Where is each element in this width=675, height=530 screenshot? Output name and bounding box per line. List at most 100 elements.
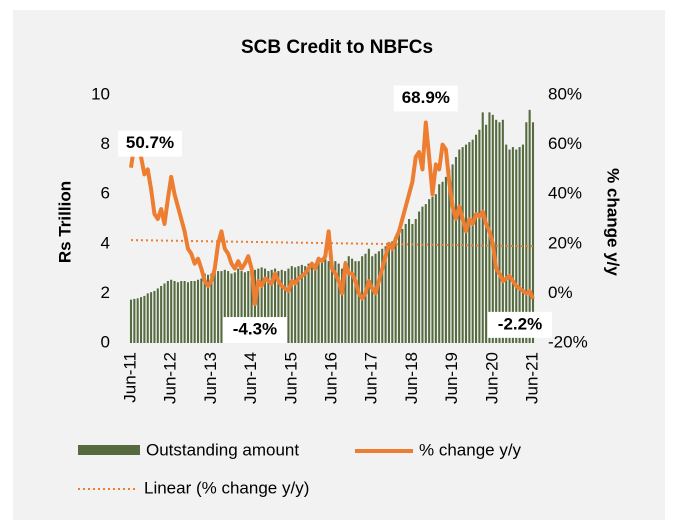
- bar: [374, 253, 377, 343]
- legend-label: Linear (% change y/y): [144, 478, 309, 497]
- bar: [341, 268, 344, 343]
- x-tick-label: Jun-19: [442, 352, 461, 404]
- bar: [491, 114, 494, 343]
- bar: [277, 271, 280, 343]
- y-axis-title: Rs Trillion: [55, 181, 74, 263]
- bar: [367, 248, 370, 343]
- bar: [129, 299, 133, 343]
- bar: [263, 268, 267, 343]
- bar: [267, 271, 270, 343]
- bar: [133, 298, 136, 343]
- legend-label: Outstanding amount: [146, 440, 299, 459]
- y-tick-label: 6: [101, 184, 110, 203]
- bar: [337, 263, 340, 343]
- bar: [394, 236, 397, 343]
- data-label: -4.3%: [233, 320, 277, 339]
- bar: [327, 261, 330, 343]
- bar: [213, 272, 216, 343]
- bar: [160, 285, 163, 343]
- bar: [431, 196, 434, 343]
- bar: [170, 279, 173, 343]
- x-tick-label: Jun-20: [482, 352, 501, 404]
- bar: [230, 273, 233, 343]
- bar: [464, 144, 468, 343]
- y2-tick-label: 0%: [548, 283, 573, 302]
- bar: [324, 258, 327, 343]
- y2-tick-label: 80%: [548, 84, 582, 103]
- bar: [186, 282, 189, 343]
- bar: [424, 204, 427, 343]
- bar: [421, 206, 424, 343]
- bar: [210, 273, 213, 343]
- x-tick-label: Jun-11: [120, 352, 139, 403]
- x-tick-label: Jun-17: [362, 352, 381, 404]
- bar: [257, 268, 260, 343]
- bar: [391, 241, 394, 343]
- x-tick-label: Jun-16: [321, 352, 340, 404]
- bar: [150, 292, 153, 343]
- bar: [454, 157, 457, 343]
- bar: [351, 258, 354, 343]
- y2-tick-label: 60%: [548, 134, 582, 153]
- bar: [146, 293, 149, 343]
- y2-axis-title: % change y/y: [604, 168, 623, 276]
- bar: [223, 269, 226, 343]
- legend-swatch: [78, 445, 140, 455]
- bar: [237, 268, 240, 343]
- bar: [243, 272, 246, 343]
- bar: [414, 219, 417, 343]
- bar: [304, 266, 307, 343]
- data-label-box: [488, 311, 552, 338]
- bar: [478, 129, 481, 343]
- bar: [505, 144, 508, 343]
- bar: [384, 246, 387, 343]
- bar: [196, 279, 200, 343]
- x-tick-label: Jun-21: [522, 352, 541, 404]
- bar: [330, 258, 334, 343]
- bar: [274, 268, 277, 343]
- bar: [531, 122, 535, 343]
- bar: [193, 281, 196, 343]
- y2-tick-label: 40%: [548, 184, 582, 203]
- bar: [354, 261, 357, 343]
- bar: [307, 263, 310, 343]
- y2-tick-label: -20%: [548, 332, 588, 351]
- bar: [428, 199, 431, 343]
- bar: [371, 256, 374, 343]
- legend-label: % change y/y: [419, 440, 522, 459]
- bar: [173, 281, 176, 343]
- bar: [290, 266, 293, 343]
- bar: [253, 269, 256, 343]
- bar: [227, 271, 230, 343]
- bar: [166, 281, 169, 343]
- y-tick-label: 4: [101, 233, 110, 252]
- data-label: 50.7%: [126, 133, 174, 152]
- bar: [334, 261, 337, 343]
- bar: [190, 281, 193, 343]
- bar: [408, 219, 411, 343]
- bar: [233, 272, 236, 343]
- bar: [458, 149, 461, 343]
- x-tick-label: Jun-14: [241, 352, 260, 404]
- data-label-box: [118, 130, 182, 157]
- chart-title: SCB Credit to NBFCs: [241, 37, 433, 58]
- y-tick-label: 0: [101, 332, 110, 351]
- bar: [377, 251, 380, 343]
- bar: [217, 271, 220, 343]
- data-label: 68.9%: [402, 88, 450, 107]
- bar: [471, 139, 474, 343]
- bar: [441, 181, 444, 343]
- bar: [140, 297, 143, 343]
- bar: [438, 184, 441, 343]
- bar: [418, 211, 421, 343]
- bar: [404, 223, 407, 343]
- bar: [481, 112, 484, 343]
- bar: [498, 122, 501, 343]
- bar: [294, 267, 297, 343]
- line: [129, 120, 535, 307]
- y2-tick-label: 20%: [548, 233, 582, 252]
- bar: [180, 281, 183, 343]
- data-label: -2.2%: [498, 314, 542, 333]
- bar: [153, 290, 156, 343]
